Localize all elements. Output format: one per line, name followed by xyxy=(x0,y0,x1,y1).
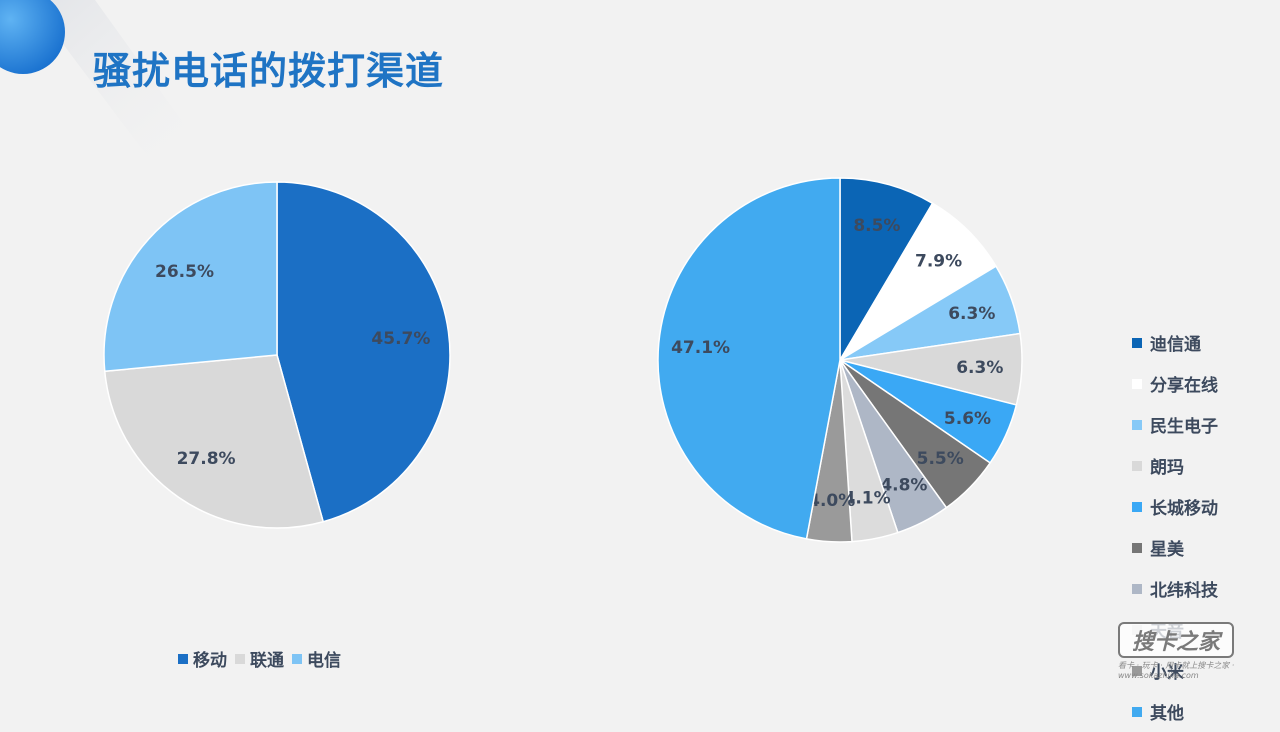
legend-label: 长城移动 xyxy=(1150,499,1218,519)
legend-item: 长城移动 xyxy=(1132,486,1218,527)
legend-item: 分享在线 xyxy=(1132,363,1218,404)
legend-item: 民生电子 xyxy=(1132,404,1218,445)
data-label: 47.1% xyxy=(671,338,730,358)
legend-label: 迪信通 xyxy=(1150,335,1201,355)
legend-swatch xyxy=(292,653,302,664)
legend-swatch xyxy=(1132,501,1142,512)
data-label: 4.0% xyxy=(808,491,855,511)
legend-label: 朗玛 xyxy=(1150,458,1184,478)
data-label: 4.1% xyxy=(844,488,891,508)
watermark: 搜卡之家 看卡 · 玩卡 · 用卡就上搜卡之家 · www.sokazhijia… xyxy=(1118,622,1280,680)
legend-swatch xyxy=(1132,460,1142,471)
pie-slice xyxy=(839,202,997,361)
data-label: 5.6% xyxy=(944,409,991,429)
pie-slice xyxy=(103,354,325,529)
legend-item: 小米 xyxy=(1132,650,1218,691)
legend-carriers: 移动 联通 电信 xyxy=(178,646,341,671)
legend-item: 移动 xyxy=(178,646,227,671)
pie-slice xyxy=(657,177,841,540)
data-label: 7.9% xyxy=(915,252,962,272)
legend-item: 联通 xyxy=(235,646,284,671)
legend-item: 朗玛 xyxy=(1132,445,1218,486)
data-label: 26.5% xyxy=(155,262,214,282)
legend-label: 分享在线 xyxy=(1150,376,1218,396)
data-label: 6.3% xyxy=(948,304,995,324)
legend-label: 其他 xyxy=(1150,704,1184,724)
legend-label: 联通 xyxy=(250,651,284,671)
legend-item: 其他 xyxy=(1132,691,1218,732)
legend-item: 星美 xyxy=(1132,527,1218,568)
data-label: 4.8% xyxy=(880,476,927,496)
corner-decoration xyxy=(0,0,210,160)
legend-label: 北纬科技 xyxy=(1150,581,1218,601)
legend-item: 迪信通 xyxy=(1132,322,1218,363)
legend-swatch xyxy=(1132,542,1142,553)
legend-swatch xyxy=(1132,337,1142,348)
legend-swatch xyxy=(1132,583,1142,594)
data-label: 6.3% xyxy=(956,358,1003,378)
watermark-logo: 搜卡之家 xyxy=(1118,622,1235,658)
data-label: 27.8% xyxy=(177,449,236,469)
data-label: 45.7% xyxy=(371,329,430,349)
pie-slice xyxy=(276,181,451,523)
legend-label: 电信 xyxy=(307,651,341,671)
legend-swatch xyxy=(1132,378,1142,389)
legend-item: 北纬科技 xyxy=(1132,568,1218,609)
legend-swatch xyxy=(1132,665,1142,676)
pie-chart-channels: 8.5% 7.9% 6.3% 6.3% 5.6% 5.5% 4.8%4.1%4.0% 47.1… xyxy=(657,177,1023,543)
legend-swatch xyxy=(235,653,245,664)
page-title: 骚扰电话的拨打渠道 xyxy=(93,49,445,93)
data-label: 8.5% xyxy=(853,216,900,236)
legend-label: 移动 xyxy=(193,651,227,671)
legend-swatch xyxy=(1132,419,1142,430)
legend-label: 小米 xyxy=(1150,663,1184,683)
data-label: 5.5% xyxy=(917,449,964,469)
legend-label: 民生电子 xyxy=(1150,417,1218,437)
legend-swatch xyxy=(178,653,188,664)
legend-swatch xyxy=(1132,706,1142,717)
legend-item: 电信 xyxy=(292,646,341,671)
pie-slice xyxy=(839,177,934,363)
pie-slice xyxy=(103,181,278,373)
legend-label: 星美 xyxy=(1150,540,1184,560)
watermark-subtitle: 看卡 · 玩卡 · 用卡就上搜卡之家 · www.sokazhijia.com xyxy=(1118,661,1235,680)
pie-chart-carriers: 45.7% 27.8% 26.5% xyxy=(103,181,451,529)
